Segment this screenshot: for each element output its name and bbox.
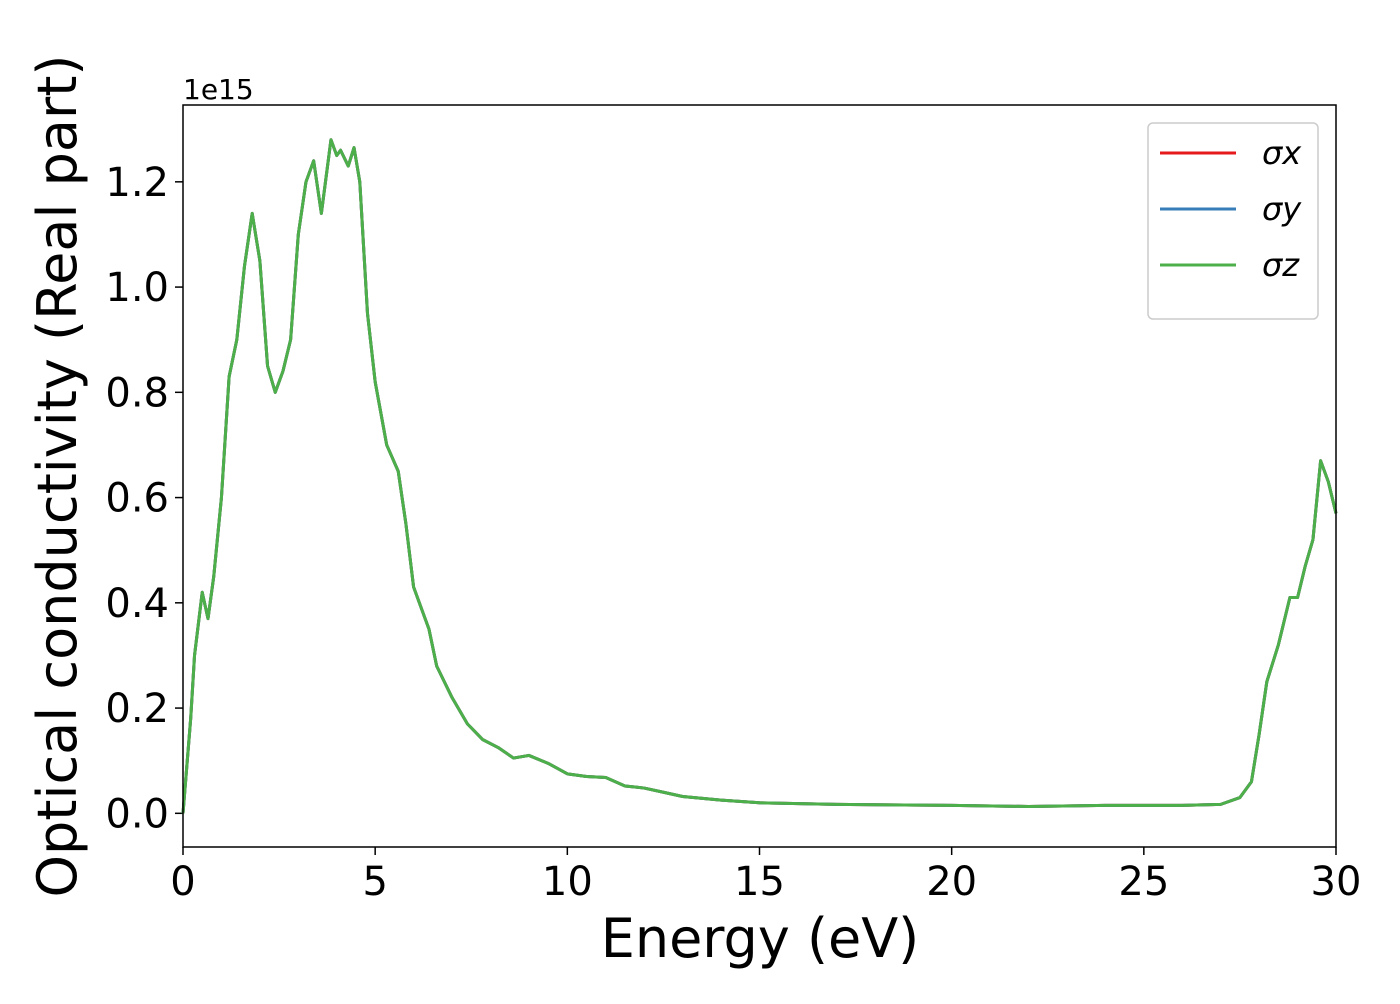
y-tick-label: 1.2 — [105, 160, 169, 206]
legend-label: σx — [1262, 134, 1302, 172]
x-tick-label: 15 — [734, 859, 785, 905]
offset-label: 1e15 — [183, 73, 254, 106]
y-tick-label: 0.4 — [105, 581, 169, 627]
legend-label: σz — [1262, 246, 1300, 284]
y-tick-label: 0.0 — [105, 791, 169, 837]
y-tick-label: 0.8 — [105, 370, 169, 416]
x-axis-label: Energy (eV) — [601, 907, 920, 970]
plot-frame — [182, 104, 1337, 848]
y-tick-label: 0.6 — [105, 476, 169, 522]
x-tick-label: 25 — [1118, 859, 1169, 905]
y-axis-label: Optical conductivity (Real part) — [26, 55, 89, 898]
x-tick-label: 0 — [170, 859, 195, 905]
y-tick-label: 1.0 — [105, 265, 169, 311]
x-tick-label: 30 — [1311, 859, 1362, 905]
y-tick-label: 0.2 — [105, 686, 169, 732]
data-line — [181, 138, 1338, 814]
legend-label: σy — [1262, 190, 1302, 228]
x-tick-label: 5 — [362, 859, 387, 905]
x-tick-label: 10 — [542, 859, 593, 905]
legend-box — [1147, 122, 1319, 320]
x-tick-label: 20 — [926, 859, 977, 905]
